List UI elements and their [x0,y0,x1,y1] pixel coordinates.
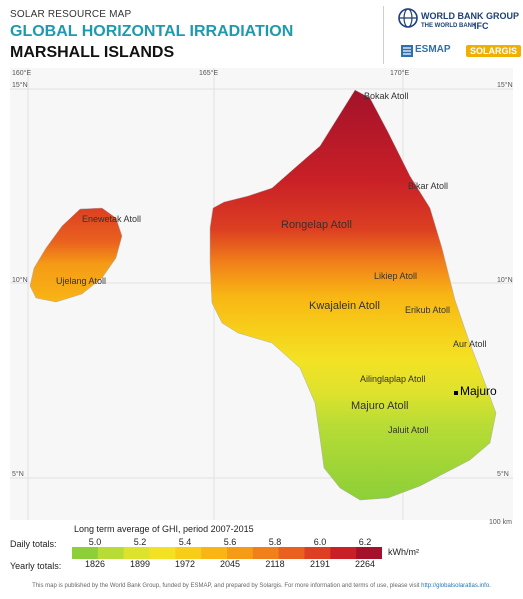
legend-unit: kWh/m² [388,547,419,557]
legend-swatch [252,547,280,559]
lat-label-15-right: 15°N [497,82,513,89]
lon-label-165: 165°E [199,70,219,77]
legend-swatch [201,547,228,559]
map-region: MARSHALL ISLANDS [10,44,175,61]
label-majuro-atoll: Majuro Atoll [351,400,408,412]
eastern-region [209,89,497,501]
legend-swatch [304,547,331,559]
map-panel: Bokak Atoll Bikar Atoll Enewetak Atoll R… [10,68,513,524]
world-bank-logo [398,8,418,33]
legend-title: Long term average of GHI, period 2007-20… [74,524,254,534]
yearly-value-2: 1899 [129,559,151,569]
label-majuro-city: Majuro [460,384,497,398]
label-kwajalein: Kwajalein Atoll [309,300,380,312]
label-likiep: Likiep Atoll [374,271,417,281]
yearly-value-4: 2045 [219,559,241,569]
label-ujelang: Ujelang Atoll [56,276,106,286]
legend-swatch [97,547,125,559]
footer-note: This map is published by the World Bank … [0,583,523,589]
legend-daily-label: Daily totals: [10,539,57,549]
daily-value-1: 5.0 [88,537,102,547]
lat-label-5-right: 5°N [497,471,509,478]
yearly-value-5: 2118 [265,559,285,569]
legend-yearly-label: Yearly totals: [10,561,62,571]
daily-value-5: 5.8 [268,537,282,547]
lat-label-5-left: 5°N [12,471,24,478]
legend-swatch [123,547,150,559]
label-jaluit: Jaluit Atoll [388,425,429,435]
legend-yearly-values: 1826 1899 1972 2045 2118 2191 2264 [72,558,382,572]
yearly-value-1: 1826 [84,559,106,569]
label-erikub: Erikub Atoll [405,305,450,315]
ifc-logo: IFC [474,21,489,31]
footer-link[interactable]: http://globalsolaratlas.info. [421,583,491,589]
solargis-logo: SOLARGIS [466,45,522,57]
legend-swatch [149,547,176,559]
wbg-name: WORLD BANK GROUP [421,11,519,21]
legend-color-bar [72,547,382,559]
scale-label: 100 km [489,519,512,526]
map-subtitle: SOLAR RESOURCE MAP [10,9,132,20]
legend-daily-values: 5.0 5.2 5.4 5.6 5.8 6.0 6.2 [72,536,382,576]
legend-swatch [356,547,382,559]
legend-swatch [278,547,305,559]
label-bokak: Bokak Atoll [364,91,409,101]
daily-value-3: 5.4 [178,537,192,547]
esmap-name: ESMAP [415,44,451,55]
yearly-value-7: 2264 [354,559,376,569]
lon-label-170: 170°E [390,70,410,77]
lon-label-160: 160°E [12,70,32,77]
lat-label-10-left: 10°N [12,277,28,284]
legend-swatch [72,547,99,559]
globe-icon [398,8,418,28]
map-title: GLOBAL HORIZONTAL IRRADIATION [10,23,294,40]
wb-name: THE WORLD BANK [421,23,477,29]
legend-swatch [175,547,202,559]
label-aur: Aur Atoll [453,339,487,349]
header-separator [383,6,384,64]
label-rongelap: Rongelap Atoll [281,219,352,231]
legend-swatch [330,547,357,559]
daily-value-2: 5.2 [133,537,147,547]
esmap-logo [401,44,413,62]
label-bikar: Bikar Atoll [408,181,448,191]
footer-text: This map is published by the World Bank … [32,583,420,589]
lat-label-10-right: 10°N [497,277,513,284]
yearly-value-6: 2191 [309,559,331,569]
irradiation-map: Bokak Atoll Bikar Atoll Enewetak Atoll R… [10,68,513,524]
daily-value-6: 6.0 [313,537,327,547]
daily-value-4: 5.6 [223,537,237,547]
yearly-value-3: 1972 [174,559,196,569]
esmap-icon [401,45,413,57]
western-region [29,207,123,303]
label-ailinglaplap: Ailinglaplap Atoll [360,374,426,384]
daily-value-7: 6.2 [358,537,372,547]
lat-label-15-left: 15°N [12,82,28,89]
majuro-capital-marker [454,391,458,395]
legend-swatch [227,547,254,559]
label-enewetak: Enewetak Atoll [82,214,141,224]
